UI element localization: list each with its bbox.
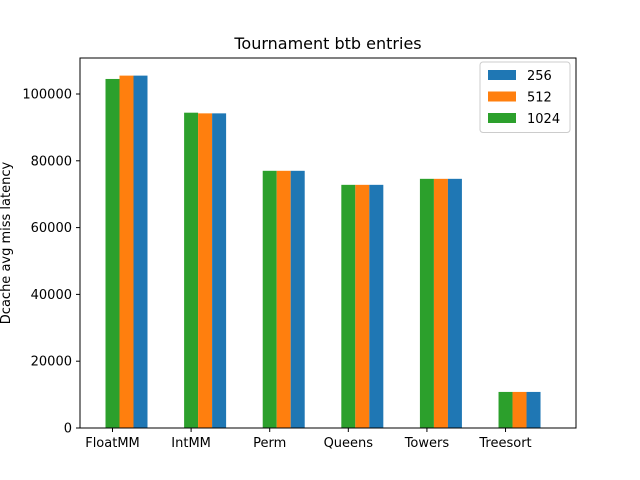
- bar-treesort-512: [512, 391, 527, 428]
- bar-floatmm-256: [133, 75, 148, 429]
- x-tick-label: Perm: [253, 436, 286, 451]
- bar-intmm-512: [198, 113, 213, 429]
- bar-queens-1024: [341, 184, 356, 428]
- bar-treesort-256: [526, 391, 541, 428]
- plot-frame: [79, 57, 577, 429]
- legend-swatch-512: [488, 91, 516, 102]
- x-axis: FloatMM IntMM Perm Queens Towers Treesort: [85, 428, 532, 451]
- legend: 256 512 1024: [479, 61, 571, 133]
- legend-swatch-256: [488, 70, 516, 80]
- x-tick-label: Towers: [404, 436, 450, 451]
- bar-towers-256: [447, 178, 462, 428]
- legend-label-256: 256: [527, 69, 552, 84]
- bar-queens-512: [355, 184, 370, 428]
- x-tick-label: Queens: [324, 436, 374, 451]
- y-tick-label: 60000: [31, 221, 72, 236]
- bar-perm-1024: [262, 170, 277, 428]
- x-tick-label: FloatMM: [85, 436, 140, 451]
- x-tick-label: Treesort: [478, 436, 531, 451]
- bar-queens-256: [369, 184, 384, 428]
- bar-treesort-1024: [498, 391, 513, 428]
- y-tick-label: 100000: [22, 87, 72, 102]
- bar-intmm-1024: [184, 112, 199, 428]
- bar-floatmm-512: [119, 75, 134, 429]
- x-tick-label: IntMM: [171, 436, 211, 451]
- legend-label-1024: 1024: [527, 112, 560, 127]
- chart-title: Tournament btb entries: [233, 34, 421, 53]
- bars-group: [105, 75, 541, 429]
- bar-intmm-256: [212, 113, 227, 429]
- y-axis-label: Dcache avg miss latency: [0, 162, 14, 325]
- y-tick-label: 0: [64, 422, 72, 437]
- y-tick-label: 40000: [31, 288, 72, 303]
- legend-swatch-1024: [488, 113, 516, 123]
- y-axis: 0 20000 40000 60000 80000 100000: [22, 87, 80, 437]
- bar-towers-512: [433, 178, 448, 428]
- y-tick-label: 20000: [31, 355, 72, 370]
- bar-towers-1024: [419, 178, 434, 428]
- y-tick-label: 80000: [31, 154, 72, 169]
- bar-perm-256: [290, 170, 305, 428]
- legend-label-512: 512: [527, 91, 552, 106]
- bar-perm-512: [276, 170, 291, 428]
- bar-floatmm-1024: [105, 78, 120, 429]
